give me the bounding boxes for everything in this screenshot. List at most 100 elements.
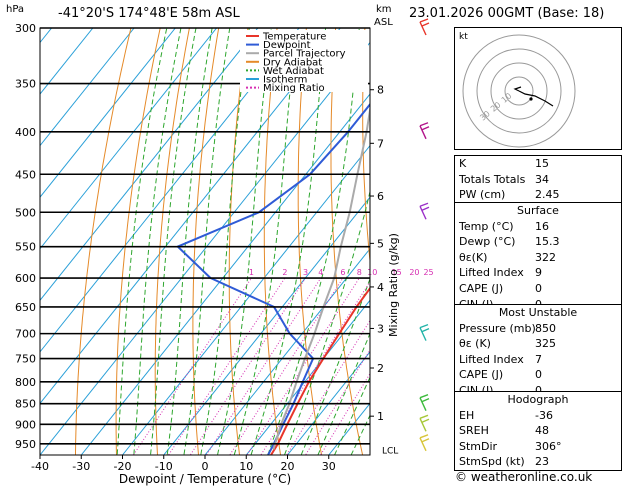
dry-adiabat-line: [330, 28, 364, 455]
surface-key: Lifted Index: [459, 266, 524, 280]
wet-adiabat-line: [350, 414, 370, 455]
pressure-tick-label: 700: [15, 328, 36, 341]
wet-adiabat-line: [149, 28, 197, 455]
dry-adiabat-line: [228, 28, 249, 455]
hodograph-ring: [504, 76, 534, 106]
hodograph-stat-key: SREH: [459, 424, 489, 438]
most-unstable-key: Lifted Index: [459, 352, 524, 366]
surface-key: Dewp (°C): [459, 235, 516, 249]
mixing-ratio-label: 1: [249, 268, 254, 277]
wet-adiabat-line: [333, 376, 370, 455]
mixing-ratio-label: 2: [282, 268, 287, 277]
mixing-ratio-line: [189, 277, 307, 455]
isotherm-line: [80, 93, 370, 455]
most-unstable-panel: Most Unstable Pressure (mb) 850 θε (K) 325 L…: [454, 304, 622, 400]
mixing-ratio-line: [229, 277, 344, 455]
x-tick-label: 10: [239, 460, 253, 473]
most-unstable-title: Most Unstable: [498, 306, 578, 319]
pressure-tick-label: 900: [15, 418, 36, 431]
surface-value: 15.3: [535, 235, 560, 249]
hodograph-unit-label: kt: [459, 32, 468, 42]
hodograph-stat-value: -36: [535, 408, 553, 422]
wind-barb-staff: [419, 21, 427, 36]
wind-barb-staff: [419, 327, 427, 341]
km-tick-label: 2: [377, 362, 384, 375]
copyright: © weatheronline.co.uk: [455, 470, 593, 484]
mixing-ratio-label: 4: [318, 268, 323, 277]
wind-barb-feather: [419, 434, 429, 439]
isotherm-line: [40, 28, 341, 405]
mixing-ratio-label: 6: [340, 268, 345, 277]
pressure-tick-label: 300: [15, 22, 36, 35]
wind-barb-feather: [419, 394, 429, 399]
location-title: -41°20'S 174°48'E 58m ASL: [58, 6, 240, 21]
wind-barb-feather: [419, 414, 429, 419]
legend-label: Dewpoint: [263, 40, 311, 51]
wind-barb-feather: [419, 18, 429, 23]
km-tick-label: 8: [377, 84, 384, 97]
x-tick-label: 20: [281, 460, 295, 473]
most-unstable-value: 850: [535, 321, 556, 335]
wind-barb-feather: [421, 438, 430, 443]
hodograph-stat-value: 23: [535, 455, 549, 469]
most-unstable-key: Pressure (mb): [459, 321, 536, 335]
most-unstable-key: θε (K): [459, 337, 491, 351]
index-row: K 15: [455, 156, 621, 172]
most-unstable-row: θε (K) 325: [455, 336, 621, 352]
hodograph-stat-value: 48: [535, 424, 549, 438]
pressure-tick-label: 650: [15, 301, 36, 314]
index-key: PW (cm): [459, 188, 506, 202]
storm-motion-marker: [529, 97, 533, 101]
km-tick-label: 5: [377, 237, 384, 250]
km-tick-label: 3: [377, 322, 384, 335]
isotherm-line: [40, 41, 370, 455]
x-tick-label: -20: [114, 460, 132, 473]
pressure-tick-label: 350: [15, 78, 36, 91]
x-axis-title: Dewpoint / Temperature (°C): [119, 472, 291, 486]
pressure-tick-label: 600: [15, 272, 36, 285]
wind-barb-staff: [419, 125, 427, 140]
wind-barb: [419, 414, 430, 432]
mixing-ratio-line: [205, 277, 322, 455]
wet-adiabat-line: [116, 28, 168, 455]
lcl-label: LCL: [382, 446, 398, 456]
isotherm-line: [40, 28, 176, 198]
most-unstable-row: CAPE (J) 0: [455, 367, 621, 383]
hodograph-ring: [476, 48, 562, 134]
wind-barb-feather: [421, 22, 430, 27]
mixing-ratio-line: [167, 277, 286, 455]
legend-label: Temperature: [262, 32, 326, 43]
isotherm-line: [122, 144, 370, 455]
wind-barb: [419, 18, 430, 36]
hodograph-ring: [490, 62, 548, 120]
wet-adiabat-line: [317, 332, 370, 455]
wind-barb-feather: [421, 398, 430, 403]
index-key: K: [459, 157, 467, 170]
surface-row: CAPE (J) 0: [455, 281, 621, 297]
most-unstable-row: Lifted Index 7: [455, 352, 621, 368]
mixing-ratio-label: 15: [391, 268, 401, 277]
hodograph-ring: [462, 34, 576, 148]
surface-key: CAPE (J): [459, 281, 504, 295]
pressure-tick-label: 450: [15, 168, 36, 181]
legend-label: Dry Adiabat: [263, 57, 322, 68]
wet-adiabat-line: [300, 277, 370, 455]
parcel-trajectory-line: [272, 103, 370, 450]
legend-label: Parcel Trajectory: [263, 49, 346, 60]
most-unstable-value: 0: [535, 368, 542, 382]
most-unstable-value: 0: [535, 384, 542, 397]
legend-label: Mixing Ratio: [263, 83, 325, 94]
wind-barb-feather: [419, 323, 429, 329]
wind-barb-feather: [421, 126, 430, 131]
surface-value: 9: [535, 266, 542, 280]
index-row: Totals Totals 34: [455, 172, 621, 188]
wind-barb: [419, 122, 430, 140]
wind-barb: [419, 434, 430, 452]
x-tick-label: 30: [322, 460, 336, 473]
surface-key: Temp (°C): [459, 219, 514, 233]
surface-row: Temp (°C) 16: [455, 219, 621, 235]
index-value: 15: [535, 157, 549, 170]
hodograph-stat-row: SREH 48: [455, 423, 621, 439]
pressure-tick-label: 400: [15, 126, 36, 139]
